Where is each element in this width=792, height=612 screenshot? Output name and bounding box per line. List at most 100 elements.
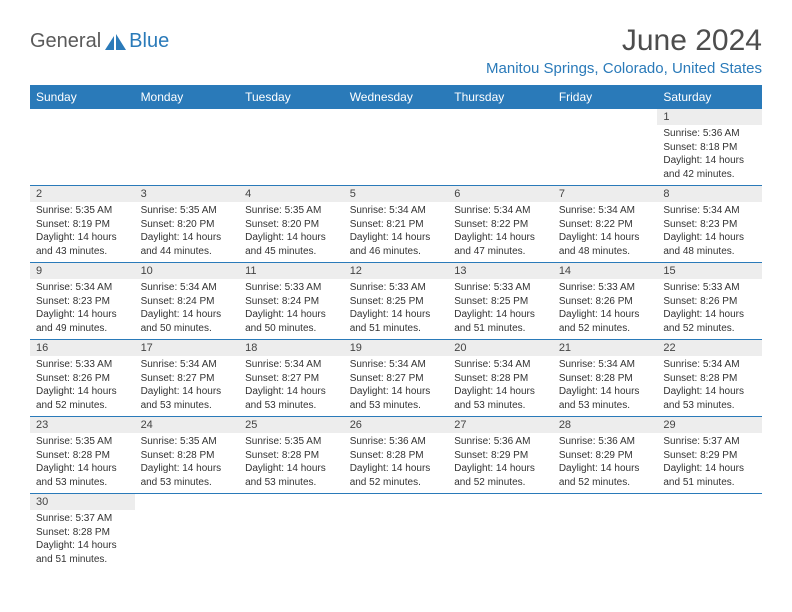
calendar-day-cell: 10Sunrise: 5:34 AMSunset: 8:24 PMDayligh…: [135, 263, 240, 340]
sunset-text: Sunset: 8:23 PM: [663, 218, 756, 232]
sunrise-text: Sunrise: 5:36 AM: [350, 435, 443, 449]
day-number: 6: [448, 186, 553, 202]
sunset-text: Sunset: 8:26 PM: [663, 295, 756, 309]
weekday-header: Friday: [553, 85, 658, 109]
sunrise-text: Sunrise: 5:37 AM: [663, 435, 756, 449]
day-content: Sunrise: 5:35 AMSunset: 8:19 PMDaylight:…: [30, 202, 135, 262]
sunset-text: Sunset: 8:20 PM: [141, 218, 234, 232]
daylight-text: Daylight: 14 hours and 44 minutes.: [141, 231, 234, 258]
daylight-text: Daylight: 14 hours and 53 minutes.: [350, 385, 443, 412]
daylight-text: Daylight: 14 hours and 50 minutes.: [245, 308, 338, 335]
sunset-text: Sunset: 8:28 PM: [663, 372, 756, 386]
day-number: 21: [553, 340, 658, 356]
day-content: Sunrise: 5:34 AMSunset: 8:27 PMDaylight:…: [344, 356, 449, 416]
sunrise-text: Sunrise: 5:34 AM: [559, 358, 652, 372]
day-content: Sunrise: 5:37 AMSunset: 8:28 PMDaylight:…: [30, 510, 135, 570]
daylight-text: Daylight: 14 hours and 48 minutes.: [663, 231, 756, 258]
calendar-week-row: 16Sunrise: 5:33 AMSunset: 8:26 PMDayligh…: [30, 340, 762, 417]
day-content: Sunrise: 5:33 AMSunset: 8:26 PMDaylight:…: [553, 279, 658, 339]
calendar-empty-cell: [657, 494, 762, 571]
day-content: Sunrise: 5:34 AMSunset: 8:22 PMDaylight:…: [448, 202, 553, 262]
calendar-day-cell: 17Sunrise: 5:34 AMSunset: 8:27 PMDayligh…: [135, 340, 240, 417]
sunset-text: Sunset: 8:29 PM: [663, 449, 756, 463]
calendar-day-cell: 8 Sunrise: 5:34 AMSunset: 8:23 PMDaylight…: [657, 186, 762, 263]
weekday-header-row: Sunday Monday Tuesday Wednesday Thursday…: [30, 85, 762, 109]
sunrise-text: Sunrise: 5:34 AM: [454, 204, 547, 218]
calendar-day-cell: 9Sunrise: 5:34 AMSunset: 8:23 PMDaylight…: [30, 263, 135, 340]
sunrise-text: Sunrise: 5:34 AM: [663, 204, 756, 218]
sunrise-text: Sunrise: 5:36 AM: [454, 435, 547, 449]
day-content: Sunrise: 5:34 AMSunset: 8:28 PMDaylight:…: [657, 356, 762, 416]
day-content: Sunrise: 5:35 AMSunset: 8:20 PMDaylight:…: [135, 202, 240, 262]
sunset-text: Sunset: 8:28 PM: [141, 449, 234, 463]
sunset-text: Sunset: 8:20 PM: [245, 218, 338, 232]
calendar-week-row: 30Sunrise: 5:37 AMSunset: 8:28 PMDayligh…: [30, 494, 762, 571]
calendar-day-cell: 2Sunrise: 5:35 AMSunset: 8:19 PMDaylight…: [30, 186, 135, 263]
day-content: Sunrise: 5:37 AMSunset: 8:29 PMDaylight:…: [657, 433, 762, 493]
sunrise-text: Sunrise: 5:33 AM: [559, 281, 652, 295]
sunset-text: Sunset: 8:29 PM: [454, 449, 547, 463]
sunrise-text: Sunrise: 5:34 AM: [350, 358, 443, 372]
day-number: 17: [135, 340, 240, 356]
day-content: Sunrise: 5:35 AMSunset: 8:28 PMDaylight:…: [135, 433, 240, 493]
daylight-text: Daylight: 14 hours and 52 minutes.: [350, 462, 443, 489]
daylight-text: Daylight: 14 hours and 52 minutes.: [559, 308, 652, 335]
day-content: Sunrise: 5:35 AMSunset: 8:28 PMDaylight:…: [30, 433, 135, 493]
weekday-header: Saturday: [657, 85, 762, 109]
day-number: 14: [553, 263, 658, 279]
day-content: Sunrise: 5:34 AMSunset: 8:28 PMDaylight:…: [448, 356, 553, 416]
calendar-day-cell: 7Sunrise: 5:34 AMSunset: 8:22 PMDaylight…: [553, 186, 658, 263]
sunset-text: Sunset: 8:28 PM: [350, 449, 443, 463]
day-number: 15: [657, 263, 762, 279]
day-content: Sunrise: 5:34 AMSunset: 8:23 PMDaylight:…: [30, 279, 135, 339]
sunrise-text: Sunrise: 5:37 AM: [36, 512, 129, 526]
daylight-text: Daylight: 14 hours and 53 minutes.: [245, 462, 338, 489]
sunrise-text: Sunrise: 5:34 AM: [350, 204, 443, 218]
logo: General Blue: [30, 30, 169, 53]
sunrise-text: Sunrise: 5:34 AM: [663, 358, 756, 372]
weekday-header: Thursday: [448, 85, 553, 109]
day-content: Sunrise: 5:34 AMSunset: 8:21 PMDaylight:…: [344, 202, 449, 262]
day-content: Sunrise: 5:34 AMSunset: 8:27 PMDaylight:…: [239, 356, 344, 416]
calendar-day-cell: 22Sunrise: 5:34 AMSunset: 8:28 PMDayligh…: [657, 340, 762, 417]
daylight-text: Daylight: 14 hours and 53 minutes.: [36, 462, 129, 489]
day-content: Sunrise: 5:36 AMSunset: 8:28 PMDaylight:…: [344, 433, 449, 493]
calendar-day-cell: 13Sunrise: 5:33 AMSunset: 8:25 PMDayligh…: [448, 263, 553, 340]
day-number: 29: [657, 417, 762, 433]
calendar-week-row: 2Sunrise: 5:35 AMSunset: 8:19 PMDaylight…: [30, 186, 762, 263]
sunrise-text: Sunrise: 5:33 AM: [663, 281, 756, 295]
calendar-week-row: 9Sunrise: 5:34 AMSunset: 8:23 PMDaylight…: [30, 263, 762, 340]
day-number: 9: [30, 263, 135, 279]
calendar-day-cell: 20Sunrise: 5:34 AMSunset: 8:28 PMDayligh…: [448, 340, 553, 417]
day-number: 19: [344, 340, 449, 356]
calendar-day-cell: 11Sunrise: 5:33 AMSunset: 8:24 PMDayligh…: [239, 263, 344, 340]
calendar-day-cell: 23Sunrise: 5:35 AMSunset: 8:28 PMDayligh…: [30, 417, 135, 494]
sunrise-text: Sunrise: 5:35 AM: [141, 435, 234, 449]
day-content: Sunrise: 5:36 AMSunset: 8:18 PMDaylight:…: [657, 125, 762, 185]
daylight-text: Daylight: 14 hours and 50 minutes.: [141, 308, 234, 335]
sunrise-text: Sunrise: 5:34 AM: [559, 204, 652, 218]
sunrise-text: Sunrise: 5:35 AM: [245, 435, 338, 449]
daylight-text: Daylight: 14 hours and 45 minutes.: [245, 231, 338, 258]
daylight-text: Daylight: 14 hours and 53 minutes.: [141, 385, 234, 412]
daylight-text: Daylight: 14 hours and 52 minutes.: [36, 385, 129, 412]
day-number: 28: [553, 417, 658, 433]
day-number: 13: [448, 263, 553, 279]
sunset-text: Sunset: 8:27 PM: [245, 372, 338, 386]
sunset-text: Sunset: 8:29 PM: [559, 449, 652, 463]
weekday-header: Monday: [135, 85, 240, 109]
sunrise-text: Sunrise: 5:36 AM: [559, 435, 652, 449]
calendar-empty-cell: [239, 494, 344, 571]
location-subtitle: Manitou Springs, Colorado, United States: [486, 60, 762, 77]
daylight-text: Daylight: 14 hours and 51 minutes.: [350, 308, 443, 335]
sunrise-text: Sunrise: 5:33 AM: [36, 358, 129, 372]
calendar-day-cell: 15Sunrise: 5:33 AMSunset: 8:26 PMDayligh…: [657, 263, 762, 340]
daylight-text: Daylight: 14 hours and 43 minutes.: [36, 231, 129, 258]
calendar-empty-cell: [239, 109, 344, 186]
day-number: 24: [135, 417, 240, 433]
calendar-empty-cell: [553, 494, 658, 571]
day-number: 8: [657, 186, 762, 202]
daylight-text: Daylight: 14 hours and 53 minutes.: [559, 385, 652, 412]
sunset-text: Sunset: 8:28 PM: [454, 372, 547, 386]
day-number: 26: [344, 417, 449, 433]
